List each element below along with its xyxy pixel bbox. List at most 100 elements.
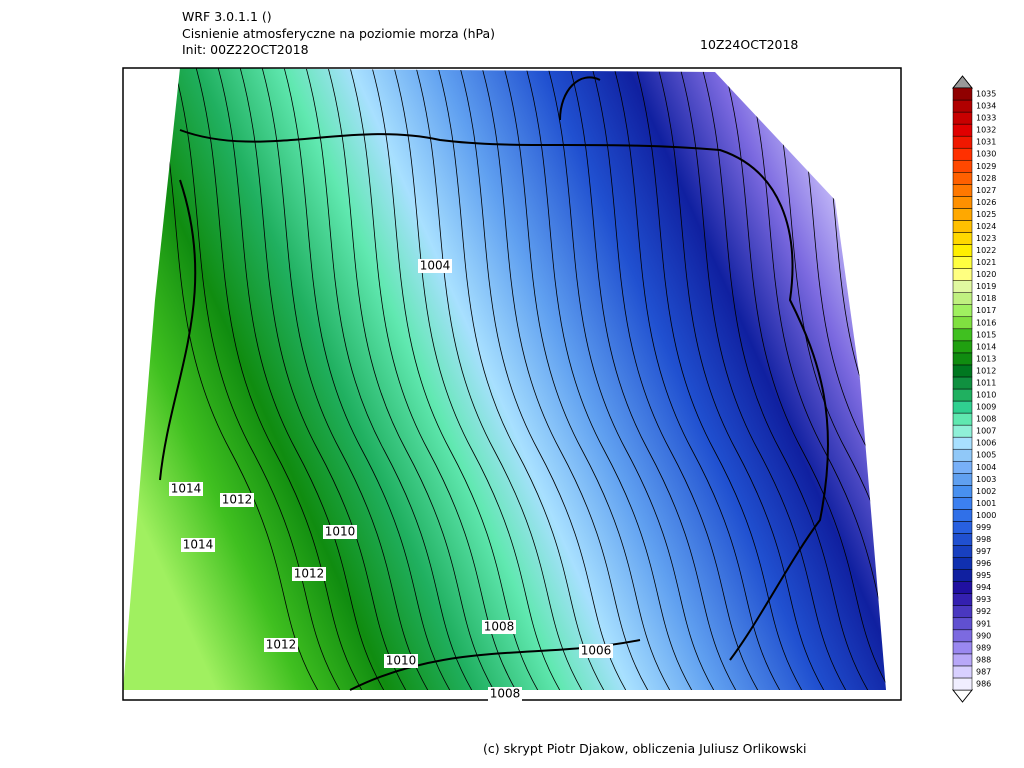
colorbar-cell bbox=[952, 184, 973, 197]
colorbar-cell bbox=[952, 653, 973, 667]
contour-label: 1012 bbox=[266, 638, 297, 652]
colorbar-label: 1011 bbox=[976, 378, 996, 387]
colorbar-label: 998 bbox=[976, 535, 991, 544]
contour-label: 1008 bbox=[484, 620, 515, 634]
isobar bbox=[721, 68, 886, 690]
isobar bbox=[545, 68, 727, 690]
colorbar-label: 1031 bbox=[976, 138, 996, 147]
colorbar-label: 1012 bbox=[976, 366, 996, 375]
isobar bbox=[325, 68, 507, 690]
colorbar-cell bbox=[952, 569, 973, 582]
colorbar-label: 1021 bbox=[976, 258, 996, 267]
colorbar-cell bbox=[952, 521, 973, 534]
colorbar-cell bbox=[952, 232, 973, 245]
contour-label: 1014 bbox=[171, 482, 202, 496]
contour-label: 1004 bbox=[420, 259, 451, 273]
colorbar-cell bbox=[952, 509, 973, 522]
colorbar-label: 1005 bbox=[976, 451, 996, 460]
colorbar-label: 995 bbox=[976, 571, 991, 580]
contour-label: 1008 bbox=[490, 687, 521, 701]
label-box bbox=[181, 538, 215, 552]
colorbar-label: 1024 bbox=[976, 222, 996, 231]
colorbar-label: 1000 bbox=[976, 511, 996, 520]
colorbar-label: 1002 bbox=[976, 487, 996, 496]
isobar bbox=[237, 68, 419, 690]
colorbar-cell bbox=[952, 159, 973, 173]
colorbar-cell bbox=[952, 256, 973, 269]
colorbar-cell bbox=[952, 424, 973, 438]
map bbox=[122, 67, 902, 701]
isobar bbox=[875, 68, 886, 690]
isobar bbox=[171, 68, 353, 690]
colorbar-label: 988 bbox=[976, 655, 991, 664]
colorbar-label: 1015 bbox=[976, 330, 996, 339]
colorbar-cell bbox=[952, 328, 973, 342]
colorbar-cell bbox=[952, 460, 973, 474]
colorbar-cell bbox=[952, 497, 973, 510]
colorbar-cell bbox=[952, 581, 973, 594]
colorbar-cell bbox=[952, 268, 973, 281]
contour-label: 1012 bbox=[222, 493, 253, 507]
colorbar-cap-bottom bbox=[951, 689, 974, 703]
colorbar-cell bbox=[952, 388, 973, 402]
colorbar-label: 1017 bbox=[976, 306, 996, 315]
colorbar-cell bbox=[952, 436, 973, 450]
isobar bbox=[677, 68, 859, 690]
colorbar-label: 1018 bbox=[976, 294, 996, 303]
colorbar-cell bbox=[952, 99, 973, 113]
label-box bbox=[264, 638, 298, 652]
colorbar-label: 1007 bbox=[976, 427, 996, 436]
label-box bbox=[384, 654, 418, 668]
label-box bbox=[169, 482, 203, 496]
colorbar-label: 1013 bbox=[976, 354, 996, 363]
colorbar-cell bbox=[952, 280, 973, 293]
colorbar-label: 1027 bbox=[976, 186, 996, 195]
contour-labels: 1004 1014 1012 1010 1014 1012 1008 1012 1010 1006… bbox=[169, 259, 613, 701]
colorbar-label: 1023 bbox=[976, 234, 996, 243]
isobar bbox=[655, 68, 837, 690]
contour-label: 1014 bbox=[183, 538, 214, 552]
isobar bbox=[787, 68, 886, 690]
colorbar-label: 993 bbox=[976, 595, 991, 604]
colorbar-label: 1010 bbox=[976, 391, 996, 400]
isobar bbox=[501, 68, 683, 690]
colorbar-label: 1001 bbox=[976, 499, 996, 508]
colorbar-label: 1016 bbox=[976, 318, 996, 327]
colorbar-cell bbox=[952, 147, 973, 161]
colorbar-cell bbox=[952, 557, 973, 570]
contour-label: 1006 bbox=[581, 644, 612, 658]
colorbar-label: 996 bbox=[976, 559, 991, 568]
colorbar-cell bbox=[952, 665, 973, 679]
colorbar-label: 1030 bbox=[976, 150, 996, 159]
colorbar: 986 987 988 989 990 991 992 993 994 995 996 997 998 9… bbox=[951, 75, 996, 703]
colorbar-cell bbox=[952, 292, 973, 305]
isobar bbox=[765, 68, 886, 690]
colorbar-cell bbox=[952, 196, 973, 209]
colorbar-label: 1025 bbox=[976, 210, 996, 219]
colorbar-cell bbox=[952, 87, 973, 101]
colorbar-label: 1020 bbox=[976, 270, 996, 279]
colorbar-label: 1003 bbox=[976, 475, 996, 484]
colorbar-label: 990 bbox=[976, 631, 991, 640]
model: WRF 3.0.1.1 () bbox=[182, 9, 272, 24]
colorbar-cell bbox=[952, 135, 973, 149]
colorbar-cell bbox=[952, 605, 973, 619]
contour-label: 1010 bbox=[386, 654, 417, 668]
colorbar-cell bbox=[952, 629, 973, 643]
colorbar-label: 1033 bbox=[976, 114, 996, 123]
colorbar-label: 986 bbox=[976, 679, 991, 688]
isobar bbox=[589, 68, 771, 690]
isobar bbox=[391, 68, 573, 690]
label-box bbox=[579, 644, 613, 658]
isobar bbox=[633, 68, 815, 690]
isobar bbox=[193, 68, 375, 690]
colorbar-label: 989 bbox=[976, 643, 991, 652]
label-box bbox=[220, 493, 254, 507]
isobar bbox=[281, 68, 463, 690]
pressure-field bbox=[123, 68, 886, 690]
colorbar-cell bbox=[952, 448, 973, 462]
colorbar-cell bbox=[952, 412, 973, 426]
colorbar-label: 997 bbox=[976, 547, 991, 556]
colorbar-cell bbox=[952, 123, 973, 137]
colorbar-cell bbox=[952, 220, 973, 233]
